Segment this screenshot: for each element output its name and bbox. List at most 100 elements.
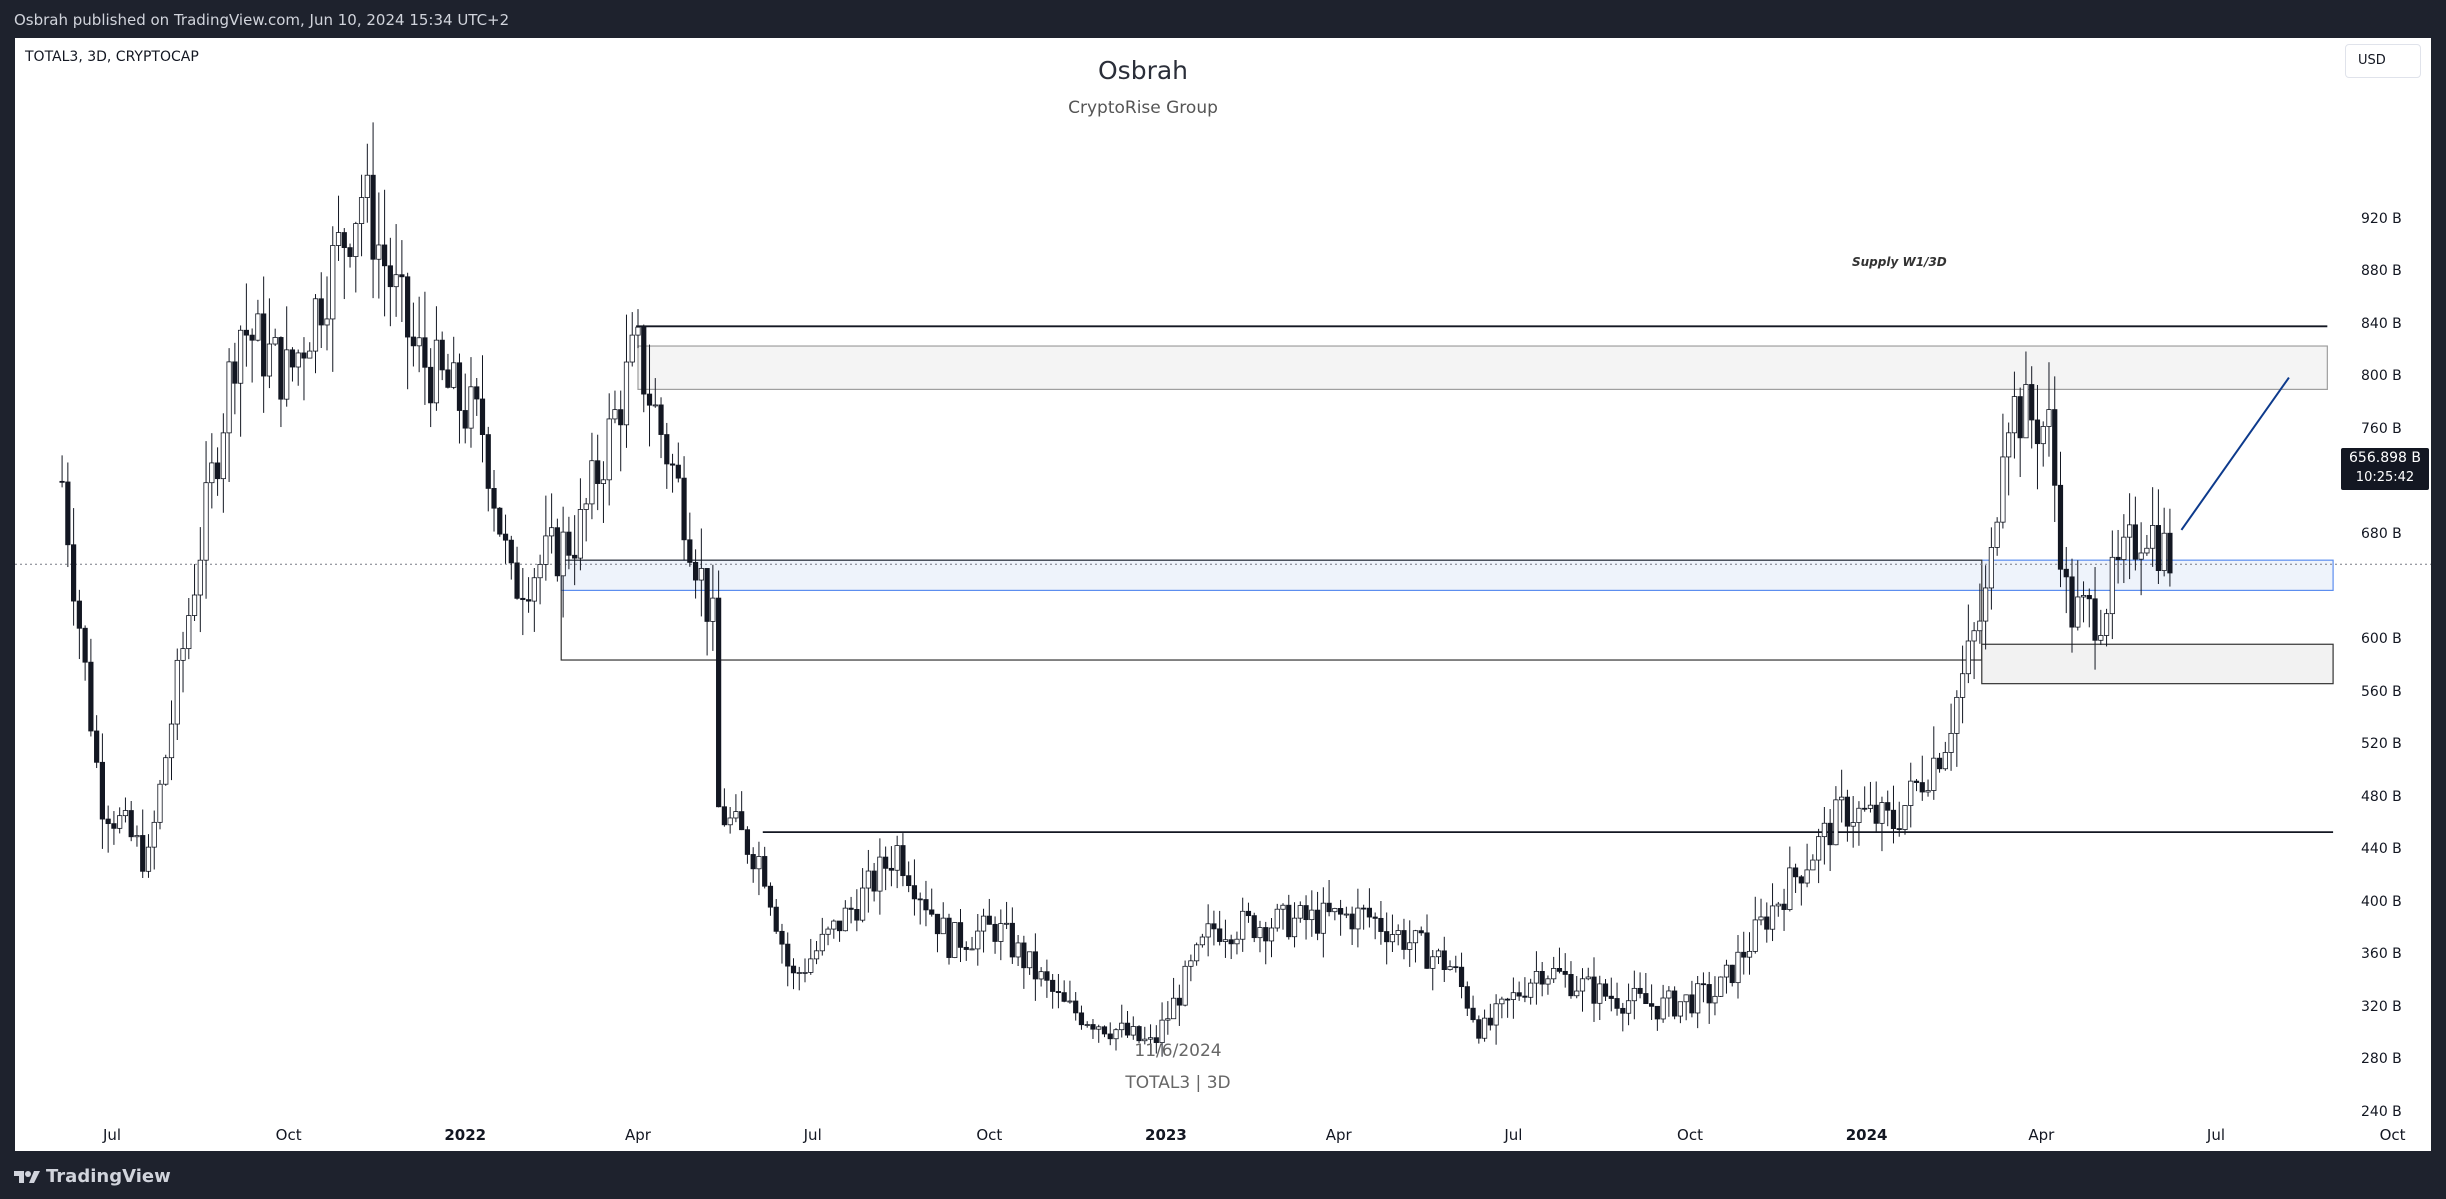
candle-body bbox=[1533, 970, 1540, 984]
candle-body bbox=[428, 366, 434, 404]
candle-body bbox=[1654, 1005, 1660, 1020]
candle-body bbox=[1689, 994, 1695, 1014]
candle-body bbox=[168, 723, 175, 759]
candle-body bbox=[1516, 992, 1522, 997]
candle-body bbox=[1453, 966, 1459, 969]
candle-body bbox=[1856, 807, 1862, 823]
candle-body bbox=[842, 907, 848, 932]
candle-body bbox=[1073, 1000, 1079, 1014]
candle-body bbox=[883, 856, 889, 869]
candle-body bbox=[1211, 923, 1217, 930]
candle-body bbox=[186, 615, 192, 650]
candle-body bbox=[1631, 987, 1637, 1002]
candle-body bbox=[2080, 595, 2087, 598]
candle-body bbox=[249, 334, 255, 341]
candle-body bbox=[1257, 927, 1263, 939]
candle-body bbox=[151, 821, 157, 848]
price-chart[interactable] bbox=[15, 38, 2431, 1151]
candle-body bbox=[1983, 587, 1989, 622]
candle-body bbox=[1827, 822, 1833, 846]
candle-body bbox=[364, 174, 370, 198]
time-tick-label: Jul bbox=[102, 1126, 122, 1144]
candle-body bbox=[658, 404, 664, 435]
candle-body bbox=[1873, 804, 1879, 824]
candle-body bbox=[381, 244, 388, 267]
currency-button[interactable]: USD bbox=[2345, 44, 2421, 78]
time-tick-label: Jul bbox=[2206, 1126, 2226, 1144]
symbol-label[interactable]: TOTAL3, 3D, CRYPTOCAP bbox=[25, 49, 199, 65]
candle-body bbox=[675, 464, 681, 479]
candle-body bbox=[595, 460, 601, 484]
candle-body bbox=[727, 817, 733, 826]
candle-body bbox=[773, 906, 779, 932]
candle-body bbox=[358, 197, 365, 224]
candle-body bbox=[1165, 1018, 1171, 1021]
candle-body bbox=[1499, 998, 1505, 1005]
candle-body bbox=[491, 488, 497, 509]
supply-annotation[interactable]: Supply W1/3D bbox=[1852, 255, 1947, 269]
candle-body bbox=[1925, 790, 1931, 793]
candle-body bbox=[1551, 968, 1557, 980]
candle-body bbox=[975, 930, 981, 950]
candle-body bbox=[1268, 927, 1275, 942]
candle-body bbox=[572, 554, 578, 559]
candle-body bbox=[1769, 905, 1776, 930]
candle-body bbox=[1147, 1037, 1154, 1040]
chart-pane[interactable]: TOTAL3, 3D, CRYPTOCAP Osbrah CryptoRise … bbox=[15, 38, 2431, 1151]
candle-body bbox=[641, 326, 647, 395]
price-tick-label: 520 B bbox=[2361, 736, 2402, 753]
candle-body bbox=[525, 599, 532, 602]
candle-body bbox=[1706, 984, 1712, 1004]
candle-body bbox=[744, 829, 751, 855]
candle-body bbox=[1890, 809, 1897, 829]
candle-body bbox=[1464, 986, 1470, 1009]
candle-body bbox=[802, 972, 808, 974]
candle-body bbox=[1556, 968, 1563, 972]
candle-body bbox=[2040, 426, 2046, 445]
candle-body bbox=[1228, 939, 1234, 945]
candle-body bbox=[1723, 964, 1730, 978]
candle-body bbox=[1948, 732, 1954, 753]
candle-body bbox=[537, 564, 543, 579]
time-tick-label: Oct bbox=[1677, 1126, 1703, 1144]
candle-body bbox=[289, 349, 296, 368]
candle-body bbox=[1844, 796, 1851, 827]
author-name: Osbrah bbox=[1097, 56, 1189, 85]
candle-body bbox=[1810, 859, 1816, 871]
candle-body bbox=[353, 223, 359, 257]
candle-body bbox=[1458, 966, 1465, 988]
candle-body bbox=[929, 909, 935, 915]
candle-body bbox=[1539, 970, 1545, 985]
candle-body bbox=[1309, 909, 1315, 921]
candle-body bbox=[1585, 976, 1591, 980]
candle-body bbox=[1781, 903, 1787, 910]
tradingview-logo[interactable]: TradingView bbox=[14, 1166, 171, 1187]
candle-body bbox=[1320, 902, 1326, 934]
candle-body bbox=[618, 409, 624, 426]
candle-body bbox=[1476, 1019, 1482, 1039]
candle-body bbox=[1988, 547, 1994, 589]
candle-body bbox=[1142, 1038, 1148, 1042]
candle-body bbox=[1170, 997, 1177, 1020]
brand-name: TradingView bbox=[46, 1166, 171, 1187]
candle-body bbox=[1136, 1026, 1142, 1042]
candle-body bbox=[1919, 782, 1925, 793]
candle-body bbox=[1130, 1026, 1136, 1036]
candle-body bbox=[566, 531, 572, 556]
candle-body bbox=[376, 244, 382, 260]
candle-body bbox=[99, 761, 106, 820]
candle-body bbox=[669, 463, 676, 466]
candle-body bbox=[710, 597, 716, 622]
candle-body bbox=[1804, 869, 1810, 884]
candle-body bbox=[1113, 1029, 1119, 1040]
candle-body bbox=[203, 482, 209, 561]
candle-body bbox=[1194, 944, 1200, 962]
candle-body bbox=[1355, 907, 1361, 930]
candle-body bbox=[1862, 807, 1868, 810]
tradingview-logo-icon bbox=[14, 1170, 40, 1183]
candle-body bbox=[652, 404, 658, 407]
candle-body bbox=[445, 369, 451, 388]
candle-body bbox=[1591, 976, 1597, 1004]
candle-body bbox=[1067, 1000, 1073, 1003]
candle-body bbox=[134, 835, 140, 838]
